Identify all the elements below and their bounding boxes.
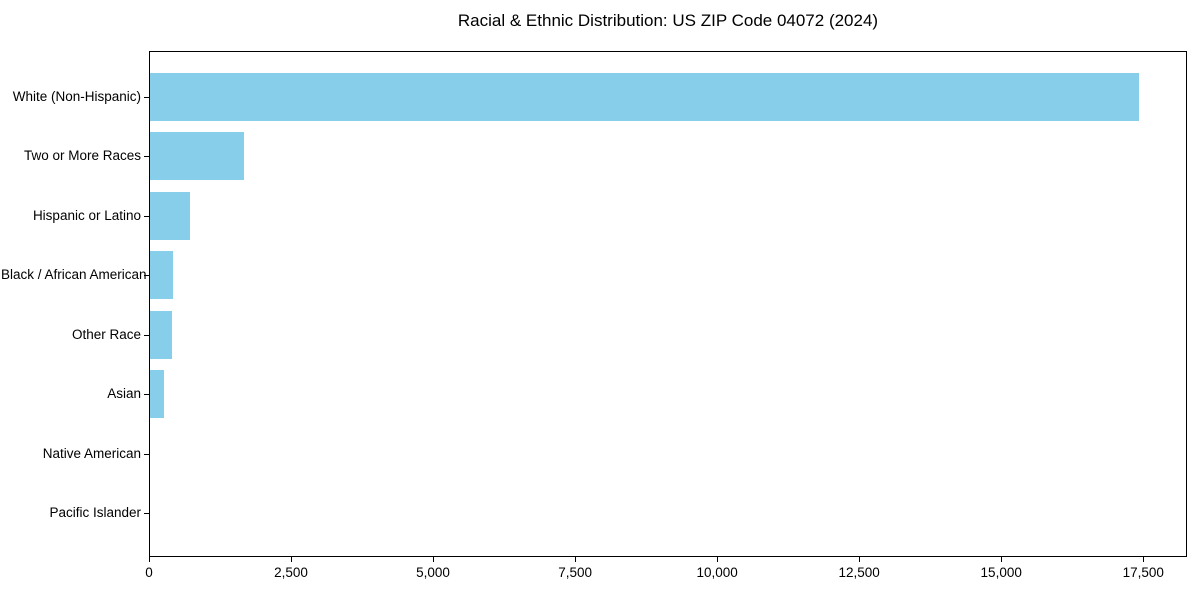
- chart-title: Racial & Ethnic Distribution: US ZIP Cod…: [457, 11, 879, 30]
- x-tick-label-7500: 7,500: [558, 565, 592, 580]
- x-tick-mark: [1143, 557, 1144, 562]
- x-tick-mark: [575, 557, 576, 562]
- y-tick-label-other-race: Other Race: [71, 326, 141, 342]
- y-tick-mark: [144, 216, 149, 217]
- y-tick-mark: [144, 513, 149, 514]
- y-tick-label-white-non-hispanic: White (Non-Hispanic): [12, 89, 141, 104]
- y-tick-label-two-or-more-races: Two or More Races: [23, 148, 141, 164]
- bar-black-african-american: [150, 251, 173, 300]
- y-tick-mark: [144, 394, 149, 395]
- x-tick-label-15000: 15,000: [980, 565, 1022, 580]
- bar-hispanic-or-latino: [150, 191, 191, 240]
- y-tick-label-asian: Asian: [107, 386, 141, 402]
- y-tick-label-hispanic-or-latino: Hispanic or Latino: [32, 207, 141, 223]
- y-tick-label-pacific-islander: Pacific Islander: [49, 505, 141, 520]
- x-tick-label-2500: 2,500: [274, 565, 308, 580]
- bar-white-non-hispanic: [150, 73, 1139, 121]
- y-tick-mark: [144, 335, 149, 336]
- bar-asian: [150, 370, 165, 419]
- y-tick-mark: [144, 275, 149, 276]
- x-tick-label-10000: 10,000: [696, 565, 738, 580]
- x-tick-mark: [717, 557, 718, 562]
- x-tick-label-0: 0: [145, 565, 153, 580]
- y-tick-mark: [144, 97, 149, 98]
- y-tick-mark: [144, 156, 149, 157]
- bar-other-race: [150, 310, 173, 359]
- y-tick-mark: [144, 454, 149, 455]
- x-tick-mark: [1001, 557, 1002, 562]
- x-tick-label-17500: 17,500: [1122, 565, 1164, 580]
- x-tick-mark: [859, 557, 860, 562]
- x-tick-mark: [291, 557, 292, 562]
- y-tick-label-native-american: Native American: [42, 445, 141, 461]
- x-tick-label-5000: 5,000: [416, 565, 450, 580]
- y-tick-label-black-african-american: Black / African American: [1, 267, 147, 283]
- x-tick-mark: [149, 557, 150, 562]
- x-tick-mark: [433, 557, 434, 562]
- plot-area: [149, 51, 1187, 557]
- x-tick-label-12500: 12,500: [838, 565, 880, 580]
- bar-two-or-more-races: [150, 132, 244, 181]
